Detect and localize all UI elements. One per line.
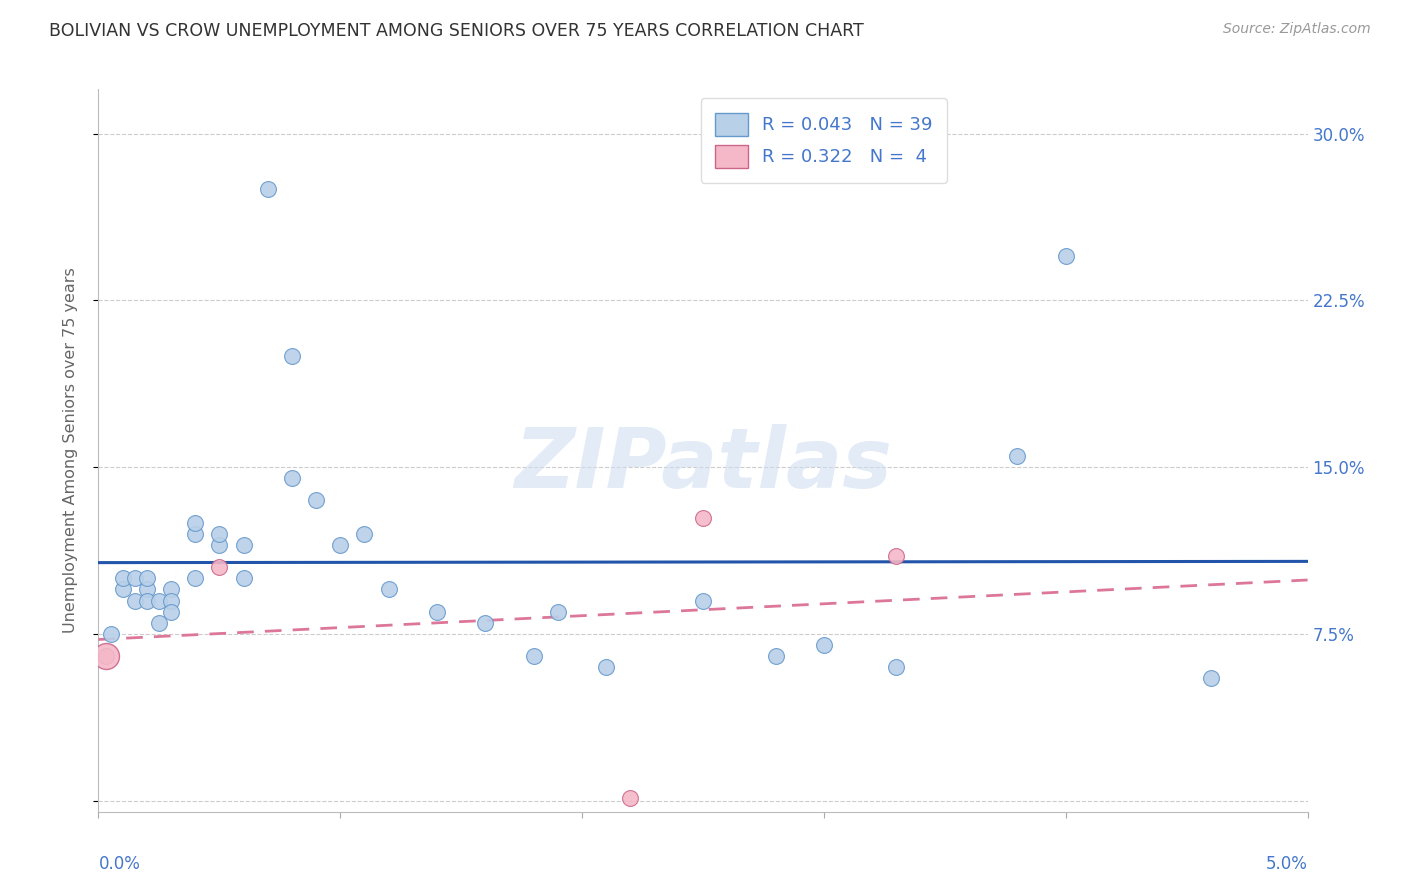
Point: [135, 571, 157, 585]
Point: [692, 511, 714, 525]
Point: [305, 493, 328, 508]
Point: [547, 605, 569, 619]
Text: ZIPatlas: ZIPatlas: [515, 425, 891, 506]
Point: [160, 605, 183, 619]
Point: [94, 649, 117, 664]
Point: [377, 582, 399, 597]
Legend: R = 0.043   N = 39, R = 0.322   N =  4: R = 0.043 N = 39, R = 0.322 N = 4: [700, 98, 948, 183]
Point: [813, 638, 835, 652]
Point: [426, 605, 449, 619]
Point: [111, 582, 134, 597]
Point: [184, 526, 207, 541]
Point: [160, 582, 183, 597]
Point: [148, 593, 170, 607]
Point: [124, 571, 146, 585]
Point: [94, 649, 117, 664]
Point: [353, 526, 375, 541]
Point: [208, 538, 231, 552]
Point: [765, 649, 787, 664]
Point: [1054, 249, 1077, 263]
Point: [595, 660, 617, 674]
Point: [100, 627, 122, 641]
Point: [148, 615, 170, 630]
Point: [135, 593, 157, 607]
Point: [886, 660, 908, 674]
Point: [281, 349, 304, 363]
Point: [1007, 449, 1029, 463]
Point: [232, 538, 254, 552]
Point: [329, 538, 352, 552]
Y-axis label: Unemployment Among Seniors over 75 years: Unemployment Among Seniors over 75 years: [63, 268, 77, 633]
Point: [208, 560, 231, 574]
Point: [886, 549, 908, 563]
Point: [232, 571, 254, 585]
Point: [160, 593, 183, 607]
Point: [281, 471, 304, 485]
Point: [184, 516, 207, 530]
Point: [124, 593, 146, 607]
Point: [1199, 671, 1222, 685]
Point: [523, 649, 546, 664]
Point: [135, 582, 157, 597]
Point: [474, 615, 496, 630]
Point: [111, 571, 134, 585]
Text: 0.0%: 0.0%: [98, 855, 141, 873]
Point: [184, 571, 207, 585]
Point: [256, 182, 278, 196]
Point: [692, 593, 714, 607]
Point: [208, 526, 231, 541]
Text: BOLIVIAN VS CROW UNEMPLOYMENT AMONG SENIORS OVER 75 YEARS CORRELATION CHART: BOLIVIAN VS CROW UNEMPLOYMENT AMONG SENI…: [49, 22, 863, 40]
Text: 5.0%: 5.0%: [1265, 855, 1308, 873]
Text: Source: ZipAtlas.com: Source: ZipAtlas.com: [1223, 22, 1371, 37]
Point: [619, 791, 641, 805]
